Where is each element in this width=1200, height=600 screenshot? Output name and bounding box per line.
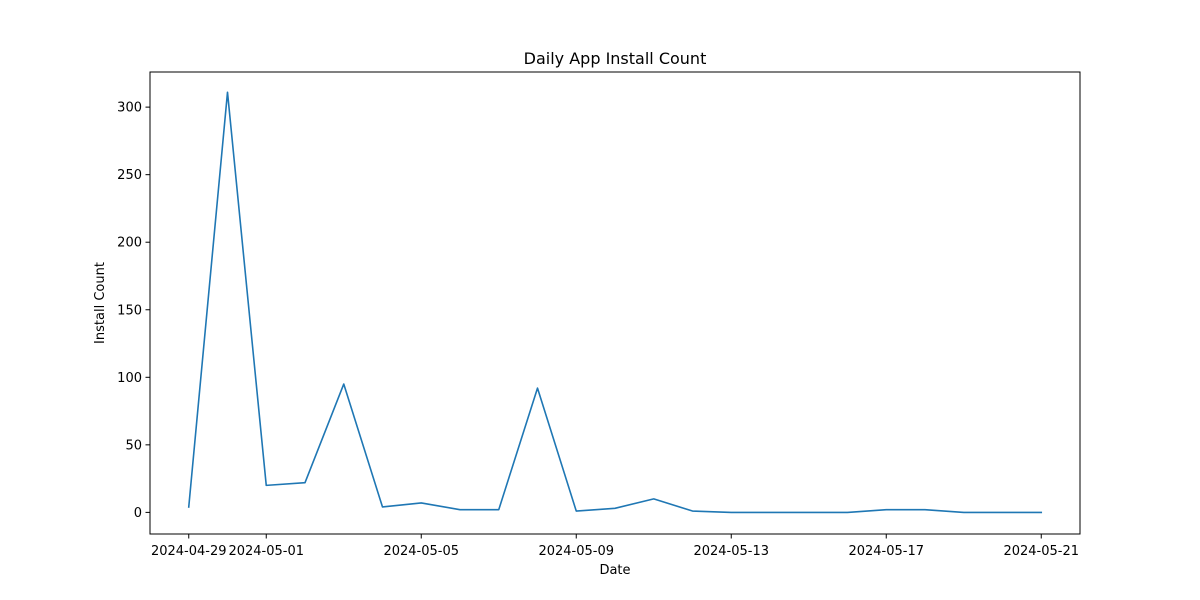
y-tick-label: 150 xyxy=(117,303,142,318)
y-tick-label: 200 xyxy=(117,236,142,251)
x-tick-label: 2024-05-21 xyxy=(1003,544,1079,559)
y-axis-ticks: 0 50 100 150 200 250 300 xyxy=(117,101,150,521)
x-tick-label: 2024-05-13 xyxy=(693,544,769,559)
y-tick-label: 0 xyxy=(134,506,142,521)
y-tick-label: 50 xyxy=(125,438,142,453)
x-axis-label: Date xyxy=(599,563,630,578)
x-tick-label: 2024-04-29 xyxy=(151,544,227,559)
x-tick-label: 2024-05-05 xyxy=(383,544,459,559)
y-tick-label: 300 xyxy=(117,101,142,116)
series-layer xyxy=(187,91,1043,514)
x-tick-label: 2024-05-01 xyxy=(228,544,304,559)
x-tick-label: 2024-05-17 xyxy=(848,544,924,559)
y-tick-label: 100 xyxy=(117,371,142,386)
x-axis-ticks: 2024-04-29 2024-05-01 2024-05-05 2024-05-09… xyxy=(151,534,1079,559)
chart-title: Daily App Install Count xyxy=(524,49,707,68)
x-tick-label: 2024-05-09 xyxy=(538,544,614,559)
plot-area-frame xyxy=(149,71,1081,535)
y-axis-label: Install Count xyxy=(93,262,108,344)
series-line xyxy=(187,91,1043,514)
y-tick-label: 250 xyxy=(117,168,142,183)
